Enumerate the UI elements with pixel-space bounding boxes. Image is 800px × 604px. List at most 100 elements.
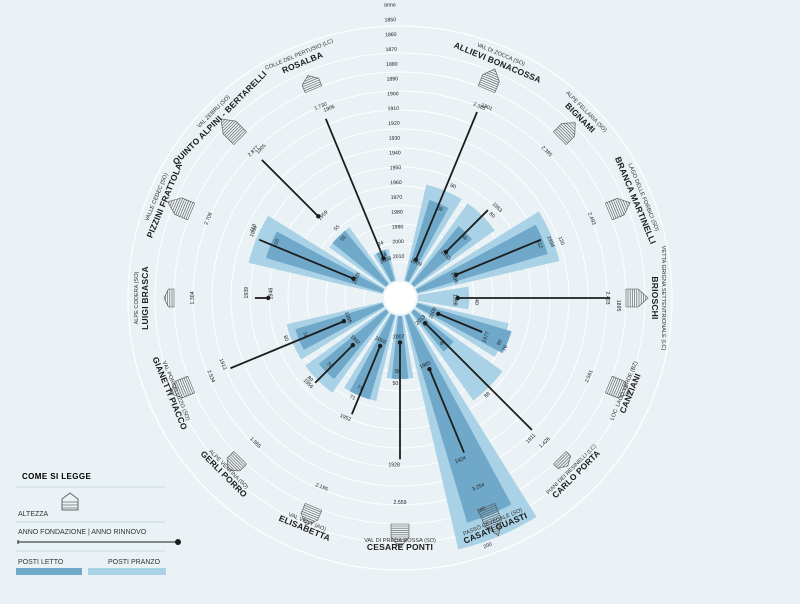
- founded-label: 1906: [323, 104, 336, 114]
- beds-label: 68: [436, 205, 444, 213]
- hut-location: VAL DI PREDA ROSSA (SO): [364, 538, 436, 544]
- meals-label: 55: [333, 224, 341, 232]
- years-line: [261, 159, 319, 217]
- meals-label: 71: [348, 394, 356, 402]
- beds-label: 70: [325, 361, 333, 369]
- altitude-icon: [604, 375, 632, 399]
- meals-label: 80: [282, 335, 290, 343]
- meals-label: 40: [473, 299, 479, 305]
- renewed-label: 1985: [419, 360, 432, 370]
- altitude-label: 1.304: [190, 291, 196, 304]
- renewed-label: 2007: [393, 334, 405, 340]
- hut-location: ALPE CODERA (SO): [134, 271, 140, 324]
- renovation-dot: [351, 276, 356, 281]
- meals-label: 120: [556, 236, 565, 246]
- founded-label: 1952: [339, 413, 352, 423]
- renewed-label: 2003: [352, 272, 362, 285]
- renovation-dot: [413, 257, 419, 262]
- hut-name: CARLO PORTA: [550, 448, 602, 500]
- years-line: [314, 344, 354, 384]
- renovation-dot: [427, 366, 432, 372]
- renovation-dot: [341, 319, 347, 324]
- year-tick-label: 1950: [390, 165, 402, 171]
- legend-altitude-icon: [61, 492, 79, 511]
- meals-label: 80: [449, 183, 457, 191]
- beds-bar: [376, 249, 395, 283]
- renovation-dot: [455, 295, 460, 301]
- founded-label: 1934: [249, 225, 259, 238]
- meals-bar: [417, 286, 470, 310]
- legend-altitude-label: ALTEZZA: [18, 511, 49, 518]
- altitude-label: 1.965: [248, 436, 262, 450]
- renewed-label: 1948: [268, 288, 274, 300]
- years-line: [351, 345, 381, 415]
- year-tick-label: 1930: [389, 135, 401, 141]
- founded-label: 1928: [388, 462, 400, 468]
- meals-label: 113: [249, 223, 258, 233]
- altitude-label: 3.254: [471, 482, 485, 493]
- year-tick-label: 1910: [388, 106, 400, 112]
- hut-bars: [230, 111, 611, 550]
- altitude-label: 2.561: [584, 369, 595, 383]
- year-tick-label: 2000: [392, 239, 404, 245]
- legend-beds-label: POSTI LETTO: [18, 559, 64, 566]
- beds-bar: [332, 230, 389, 287]
- beds-label: 55: [339, 234, 347, 242]
- altitude-icon: [226, 451, 247, 472]
- year-tick-label: 1980: [391, 209, 403, 215]
- beds-label: 74: [301, 331, 309, 339]
- beds-bar: [415, 303, 512, 354]
- altitude-label: 2.403: [604, 292, 610, 305]
- hut-name: CESARE PONTI: [367, 542, 433, 552]
- altitude-icon: [167, 197, 196, 221]
- renovation-dot: [350, 342, 356, 348]
- founded-label: 1895: [615, 300, 621, 312]
- meals-label: 200: [483, 541, 493, 550]
- founded-label: 1939: [244, 287, 250, 299]
- meals-label: 88: [483, 391, 491, 399]
- year-tick-label: 2010: [393, 254, 405, 260]
- years-line: [428, 368, 465, 453]
- renewed-label: 2009: [409, 258, 422, 268]
- year-tick-label: 1870: [385, 47, 397, 53]
- year-scale-header: anno: [384, 3, 396, 9]
- beds-label: 100: [272, 238, 281, 248]
- legend-beds-swatch: [16, 568, 82, 575]
- beds-bar: [405, 313, 512, 523]
- altitude-icon: [390, 523, 410, 549]
- year-tick-label: 1960: [390, 180, 402, 186]
- beds-label: 112: [535, 240, 544, 250]
- founded-label: 1924: [454, 455, 467, 465]
- years-line: [437, 313, 483, 333]
- years-line: [415, 111, 478, 261]
- altitude-icon: [477, 68, 500, 94]
- founded-label: 1911: [525, 433, 537, 445]
- renewed-label: 2008: [379, 256, 392, 266]
- legend-years-label: ANNO FONDAZIONE | ANNO RINNOVO: [18, 529, 147, 536]
- altitude-label: 2.493: [586, 212, 597, 226]
- renewed-label: 1996: [449, 271, 459, 284]
- renovation-dot: [422, 320, 428, 326]
- year-tick-label: 1880: [386, 62, 398, 68]
- renovation-dot: [316, 214, 321, 219]
- year-tick-label: 1920: [388, 121, 400, 127]
- year-tick-label: 1990: [392, 224, 404, 230]
- founded-label: 1977: [481, 331, 491, 344]
- hut-location: VETTA GRIGNA SETTENTRIONALE (LC): [660, 246, 666, 351]
- hut-name: BRIOSCHI: [650, 276, 660, 319]
- year-tick-label: 1970: [391, 195, 403, 201]
- beds-label: 50: [395, 369, 401, 375]
- altitude-icon: [553, 451, 571, 469]
- altitude-label: 1.426: [538, 436, 552, 450]
- altitude-icon: [625, 288, 649, 308]
- renovation-dot: [453, 272, 459, 277]
- altitude-icon: [477, 502, 502, 537]
- beds-label: 60: [460, 233, 468, 241]
- altitude-label: 2.706: [204, 212, 215, 226]
- meals-label: 80: [488, 211, 496, 219]
- founded-label: 1901: [480, 103, 493, 113]
- renewed-label: 1959: [317, 209, 329, 221]
- meals-label: 76: [501, 344, 509, 352]
- meals-label: 50: [393, 381, 399, 387]
